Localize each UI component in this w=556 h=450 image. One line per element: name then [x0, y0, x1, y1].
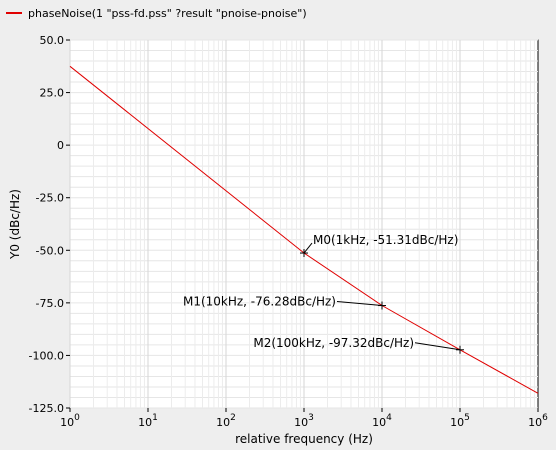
- y-axis-title: Y0 (dBc/Hz): [8, 189, 22, 260]
- y-tick-label: 25.0: [40, 87, 65, 100]
- marker-label: M0(1kHz, -51.31dBc/Hz): [313, 233, 458, 247]
- marker-leader: [336, 301, 383, 307]
- marker-label: M2(100kHz, -97.32dBc/Hz): [253, 336, 414, 350]
- x-tick-label: 100: [60, 413, 80, 429]
- x-tick-label: 101: [138, 413, 158, 429]
- x-tick-label: 103: [294, 413, 314, 429]
- y-tick-label: -25.0: [36, 192, 64, 205]
- y-tick-label: -75.0: [36, 297, 64, 310]
- y-tick-label: -50.0: [36, 244, 64, 257]
- legend-swatch: [6, 12, 22, 14]
- marker-leader: [303, 242, 313, 254]
- x-tick-label: 104: [372, 413, 392, 429]
- y-tick-label: -100.0: [29, 349, 64, 362]
- legend-label: phaseNoise(1 "pss-fd.pss" ?result "pnois…: [28, 6, 307, 20]
- y-tick-label: 0: [57, 139, 64, 152]
- x-tick-label: 102: [216, 413, 236, 429]
- x-tick-label: 106: [528, 413, 548, 429]
- x-axis-title: relative frequency (Hz): [235, 432, 373, 446]
- grid: [69, 39, 538, 409]
- y-tick-label: -125.0: [29, 402, 64, 415]
- marker-leader: [414, 342, 461, 351]
- marker-label: M1(10kHz, -76.28dBc/Hz): [183, 295, 336, 309]
- legend: phaseNoise(1 "pss-fd.pss" ?result "pnois…: [6, 4, 307, 22]
- y-tick-label: 50.0: [40, 34, 65, 47]
- x-tick-label: 105: [450, 413, 470, 429]
